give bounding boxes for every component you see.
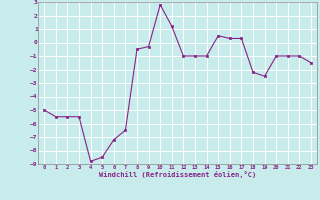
X-axis label: Windchill (Refroidissement éolien,°C): Windchill (Refroidissement éolien,°C) bbox=[99, 171, 256, 178]
